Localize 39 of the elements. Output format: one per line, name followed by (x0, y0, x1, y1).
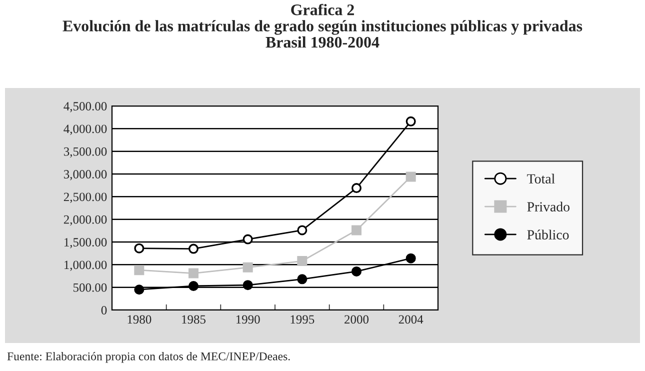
point (134, 265, 144, 276)
point (297, 225, 308, 236)
point (352, 225, 362, 236)
point (188, 280, 198, 291)
point (188, 268, 198, 278)
y-tick-label: 1,500.00 (64, 238, 107, 248)
legend-label: Privado (527, 202, 570, 212)
y-tick-label: 4,000.00 (64, 124, 107, 135)
chart-title: Grafica 2 Evolución de las matrículas de grado según instituciones públicas y privadas Brasil 1980-2004 (62, 4, 582, 48)
point (406, 116, 416, 126)
point (134, 243, 144, 254)
x-tick-label: 1980 (128, 315, 152, 324)
legend-label: Total (527, 174, 555, 184)
point (134, 284, 144, 295)
x-tick-label: 1995 (290, 315, 314, 324)
y-tick-label: 500.00 (73, 283, 107, 292)
point (352, 266, 362, 276)
y-tick-label: 2,500.00 (64, 192, 107, 203)
x-tick-label: 2000 (344, 315, 369, 324)
point (297, 274, 308, 284)
point (242, 280, 253, 290)
point (406, 172, 416, 182)
y-tick-label: 0 (101, 306, 107, 314)
y-tick-label: 1,000.00 (64, 260, 107, 271)
y-tick-label: 3,500.00 (64, 147, 107, 158)
point (406, 253, 416, 264)
point (352, 183, 362, 194)
point (242, 234, 253, 244)
y-tick-label: 2,000.00 (64, 215, 107, 226)
x-tick-label: 2004 (398, 315, 424, 324)
point (297, 256, 308, 266)
point (242, 262, 253, 272)
y-tick-label: 3,000.00 (64, 170, 107, 180)
x-tick-label: 1990 (236, 315, 260, 324)
legend-label: Público (527, 230, 569, 240)
point (188, 244, 198, 254)
x-tick-label: 1985 (182, 315, 206, 324)
source-note: Fuente: Elaboración propia con datos de MEC/INEP/Deaes. (7, 352, 290, 363)
y-tick-label: 4,500.00 (64, 102, 107, 112)
